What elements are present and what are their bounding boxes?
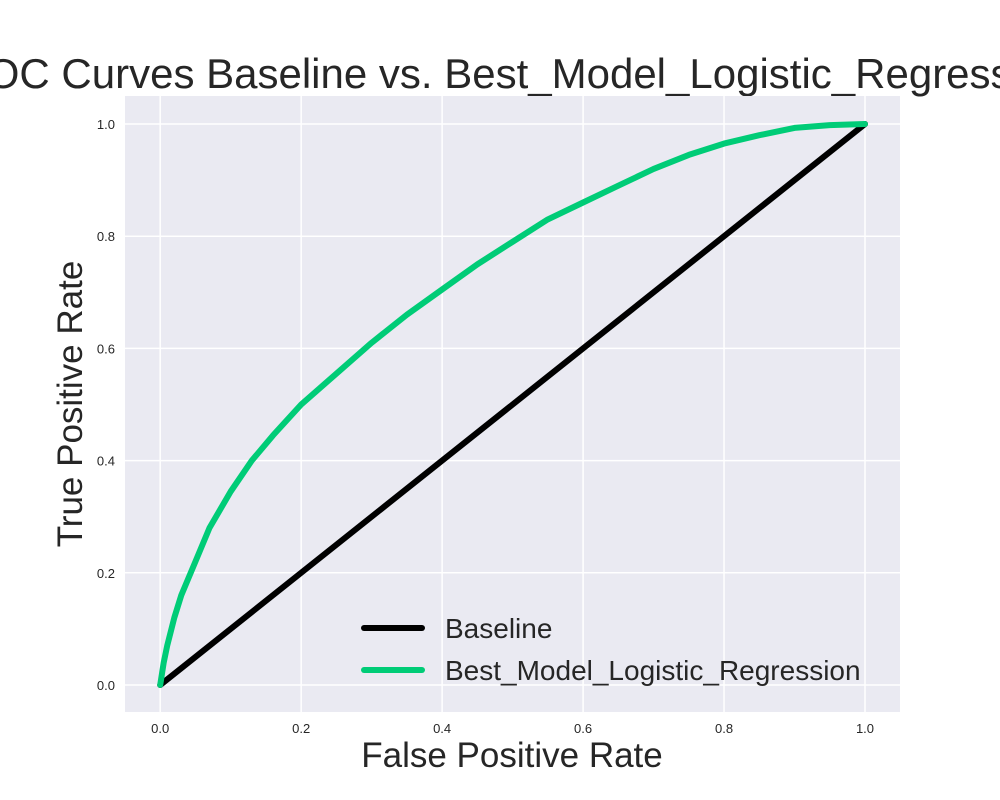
legend-label: Baseline bbox=[445, 613, 552, 644]
y-tick-label: 0.4 bbox=[97, 454, 115, 469]
y-tick-label: 0.0 bbox=[97, 678, 115, 693]
y-tick-label: 0.6 bbox=[97, 341, 115, 356]
y-tick-label: 0.2 bbox=[97, 566, 115, 581]
y-tick-label: 1.0 bbox=[97, 117, 115, 132]
x-tick-label: 0.8 bbox=[715, 721, 733, 736]
chart-title: ROC Curves Baseline vs. Best_Model_Logis… bbox=[0, 50, 1000, 97]
y-tick-label: 0.8 bbox=[97, 229, 115, 244]
x-tick-label: 0.4 bbox=[433, 721, 451, 736]
legend-label: Best_Model_Logistic_Regression bbox=[445, 655, 861, 686]
x-tick-label: 0.6 bbox=[574, 721, 592, 736]
x-axis-label: False Positive Rate bbox=[361, 736, 663, 775]
x-tick-label: 0.2 bbox=[292, 721, 310, 736]
y-axis-label: True Positive Rate bbox=[51, 261, 90, 548]
x-tick-label: 1.0 bbox=[856, 721, 874, 736]
x-tick-label: 0.0 bbox=[151, 721, 169, 736]
